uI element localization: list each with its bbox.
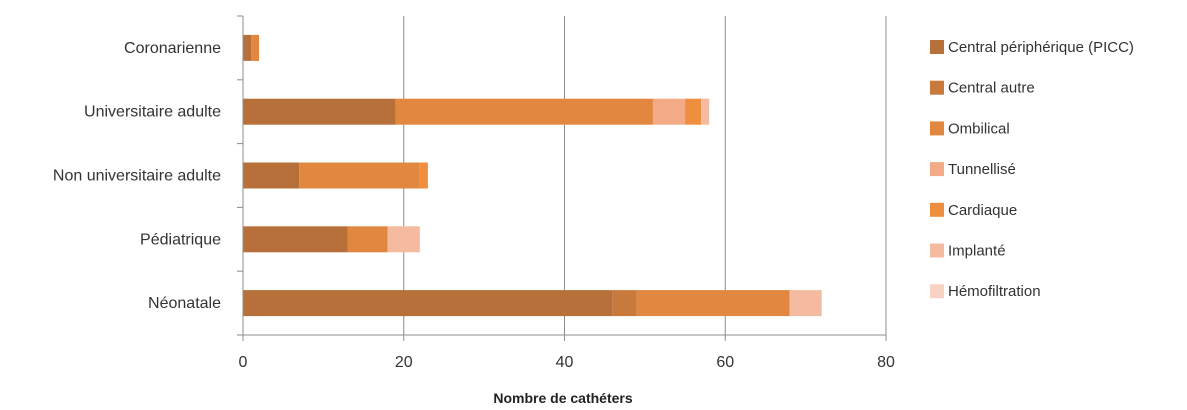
bar-segment [243,34,252,61]
legend-swatch [930,162,944,177]
bar-segment [652,98,686,125]
x-axis: 0 20 40 60 80 [237,334,895,371]
x-tick-label: 40 [556,354,574,371]
category-label: Universitaire adulte [84,104,221,121]
bar-segment [685,98,702,125]
legend-label: Implanté [948,243,1006,260]
legend-swatch [930,202,944,217]
bar-segment [251,34,260,61]
x-tick-label: 20 [395,354,413,371]
category-label: Coronarienne [124,40,221,57]
legend-label: Central autre [948,80,1035,97]
y-axis: Coronarienne Universitaire adulte Non univ… [53,15,244,336]
bar-segment [701,98,710,125]
legend-swatch [930,284,944,299]
legend: Central périphérique (PICC) Central autre… [930,39,1134,300]
x-axis-title: Nombre de cathéters [493,390,632,406]
x-tick-label: 0 [239,354,248,371]
legend-swatch [930,243,944,258]
bar-segment [789,290,822,317]
gridlines [403,16,887,335]
bar-segment [243,162,300,189]
bars [243,34,822,317]
legend-label: Central périphérique (PICC) [948,39,1134,56]
bar-segment [243,290,613,317]
legend-swatch [930,40,944,54]
legend-swatch [930,121,944,136]
bar-segment [347,226,388,253]
category-label: Pédiatrique [140,231,221,248]
legend-swatch [930,80,944,95]
bar-segment [419,162,428,189]
legend-label: Ombilical [948,120,1010,137]
legend-label: Hémofiltration [948,283,1041,300]
category-label: Néonatale [148,295,221,312]
legend-label: Tunnellisé [948,161,1016,178]
bar-segment [243,98,396,125]
legend-label: Cardiaque [948,202,1017,219]
bar-segment [612,290,637,317]
x-tick-label: 80 [877,354,895,371]
category-label: Non universitaire adulte [53,168,221,185]
bar-segment [636,290,790,317]
bar-segment [395,98,653,125]
x-tick-label: 60 [716,354,734,371]
bar-segment [243,226,348,253]
bar-segment [387,226,420,253]
bar-segment [299,162,420,189]
